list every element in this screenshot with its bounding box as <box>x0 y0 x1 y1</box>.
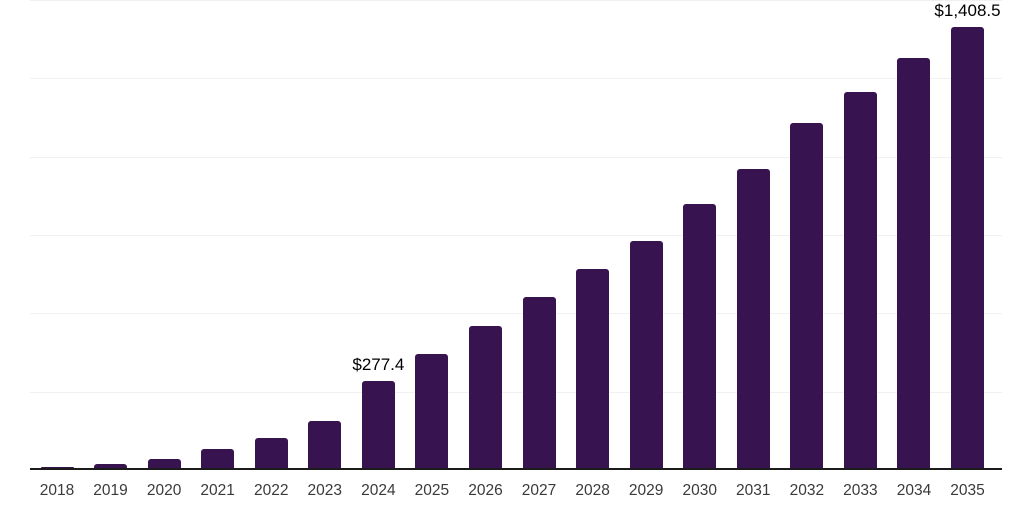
x-tick-2020: 2020 <box>146 482 182 499</box>
gridline-750 <box>30 235 1002 236</box>
bar-2034 <box>897 57 931 468</box>
x-tick-2034: 2034 <box>896 482 932 499</box>
x-tick-2022: 2022 <box>253 482 289 499</box>
x-tick-2035: 2035 <box>950 482 985 499</box>
gridline-1250 <box>30 78 1002 80</box>
x-tick-2030: 2030 <box>682 482 717 499</box>
bar-2031 <box>736 168 770 468</box>
bar-2021 <box>201 449 235 468</box>
plot-area: $277.4 $1,408.5 <box>30 0 1002 470</box>
x-tick-2025: 2025 <box>414 482 450 499</box>
data-label-2024: $277.4 <box>352 355 405 375</box>
bar-2025 <box>415 353 449 468</box>
x-tick-2019: 2019 <box>93 482 128 499</box>
x-tick-2032: 2032 <box>789 482 825 499</box>
x-tick-2021: 2021 <box>200 482 235 499</box>
gridline-1000 <box>30 156 1002 158</box>
gridline-500 <box>30 313 1002 315</box>
bar-2020 <box>147 458 181 468</box>
x-tick-2028: 2028 <box>575 482 610 499</box>
bar-2029 <box>629 240 663 468</box>
x-axis-labels: 2018 2019 2020 2021 2022 2023 2024 2025 2026 2027… <box>30 482 1002 506</box>
bar-2028 <box>576 268 610 468</box>
x-tick-2026: 2026 <box>468 482 503 499</box>
bar-2032 <box>790 122 824 468</box>
data-label-2035: $1,408.5 <box>934 0 1001 20</box>
bar-2030 <box>683 203 717 468</box>
bar-2027 <box>522 296 556 468</box>
bar-2035 <box>951 26 985 468</box>
bar-2018 <box>40 467 74 468</box>
x-tick-2029: 2029 <box>628 482 664 499</box>
bar-2022 <box>254 437 288 468</box>
bar-2024 <box>361 381 395 468</box>
bar-2023 <box>308 421 342 468</box>
x-tick-2023: 2023 <box>307 482 343 499</box>
bar-2019 <box>94 463 128 468</box>
x-tick-2033: 2033 <box>843 482 878 499</box>
x-tick-2031: 2031 <box>736 482 771 499</box>
x-tick-2024: 2024 <box>361 482 396 499</box>
bar-2033 <box>843 92 877 468</box>
x-axis-line <box>30 468 1002 470</box>
gridline-250 <box>30 391 1002 393</box>
x-tick-2027: 2027 <box>521 482 557 499</box>
x-tick-2018: 2018 <box>39 482 75 499</box>
gridline-1500 <box>30 0 1002 1</box>
bar-2026 <box>468 325 502 468</box>
